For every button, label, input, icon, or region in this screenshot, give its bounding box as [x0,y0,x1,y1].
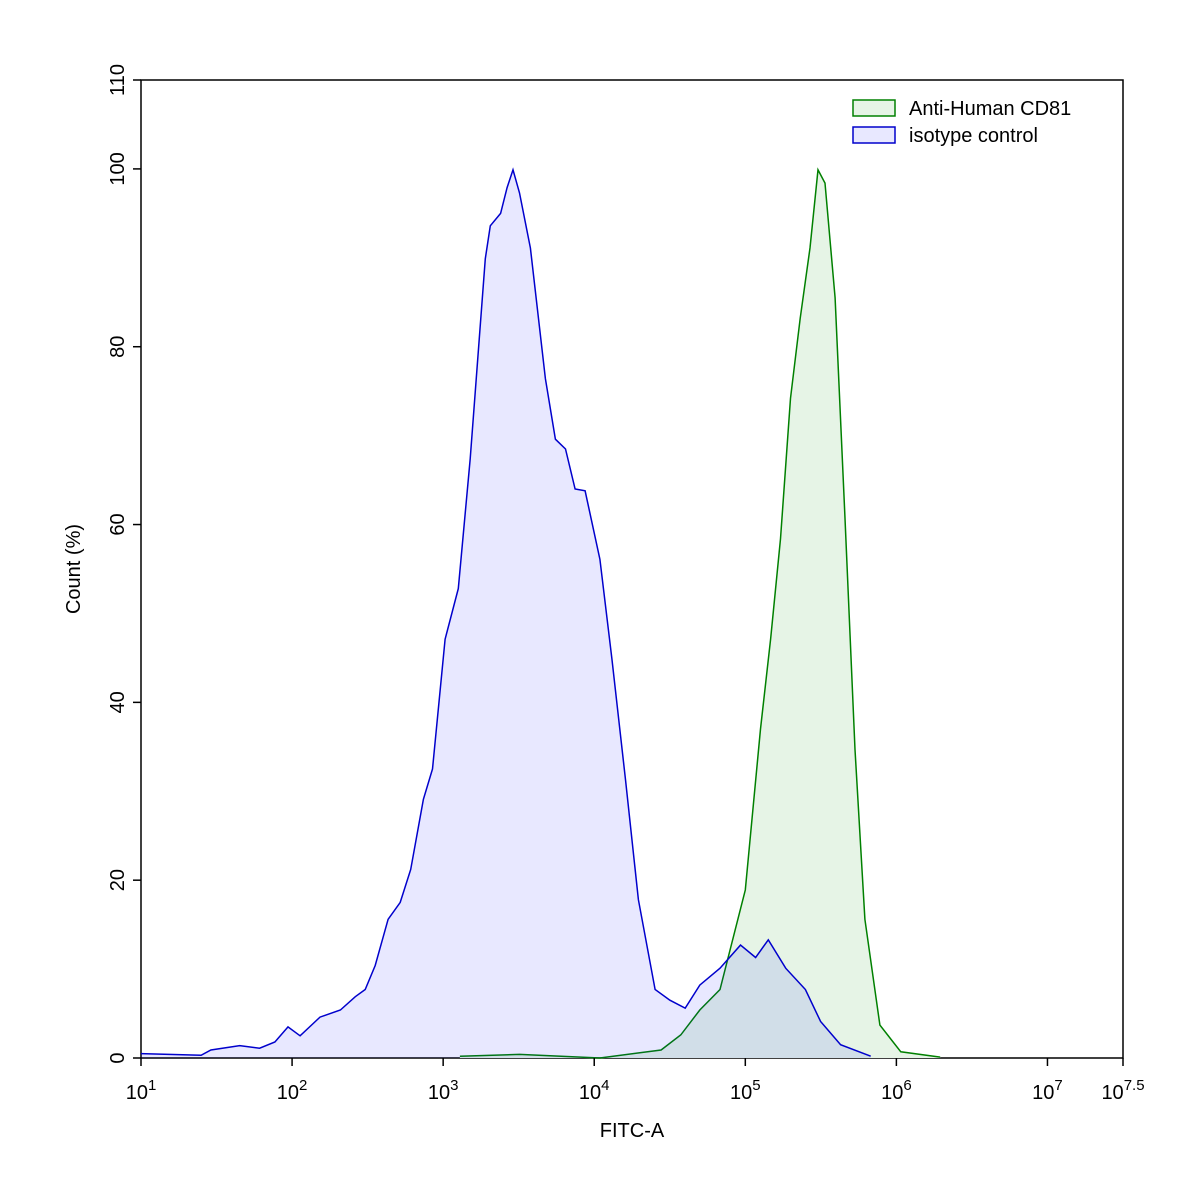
x-tick-label: 107 [1032,1077,1063,1104]
x-tick-label: 101 [126,1077,157,1104]
x-axis-label: FITC-A [600,1120,665,1142]
y-tick-label: 40 [107,691,129,713]
y-tick-label: 20 [107,869,129,891]
x-tick-label: 104 [579,1077,610,1104]
legend-swatch [852,126,896,144]
x-tick-label: 106 [881,1077,912,1104]
legend-label: isotype control [909,125,1038,147]
y-tick-label: 100 [107,152,129,185]
histogram-area [459,169,941,1059]
x-tick-label: 105 [730,1077,761,1104]
legend-label: Anti-Human CD81 [909,98,1071,120]
x-tick-label: 107.5 [1101,1077,1144,1104]
y-tick-label: 110 [107,64,129,96]
y-tick-label: 60 [107,513,129,535]
histogram-line [459,167,941,1059]
y-tick-label: 80 [107,336,129,358]
y-axis-label: Count (%) [63,524,85,614]
x-tick-label: 102 [277,1077,308,1104]
histogram-line [140,167,871,1057]
histogram-area [141,169,871,1059]
x-tick-label: 103 [428,1077,459,1104]
legend-swatch [852,99,896,117]
y-tick-label: 0 [107,1052,129,1063]
